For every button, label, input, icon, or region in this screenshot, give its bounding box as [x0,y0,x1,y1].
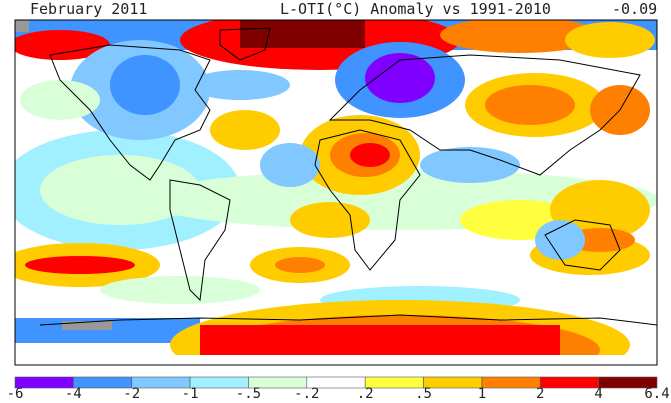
legend-label: .5 [415,386,432,402]
legend-label: 1 [477,386,487,402]
legend-label: 2 [536,386,545,402]
legend-label: .2 [356,386,374,402]
map-frame [14,19,658,366]
legend-label: -.5 [235,386,262,402]
map-date: February 2011 [30,0,148,18]
legend-swatch [539,376,599,389]
color-legend [14,376,658,389]
legend-label: 6.4 [644,386,670,402]
global-mean-anomaly: -0.09 [612,0,658,18]
legend-label: -6 [6,386,24,402]
legend-label: -4 [64,386,82,402]
legend-swatch [598,376,658,389]
legend-swatch [423,376,483,389]
legend-label: 4 [594,386,603,402]
coastlines [39,27,657,326]
map-title: L-OTI(°C) Anomaly vs 1991-2010 [280,0,551,18]
anomaly-field [15,20,657,365]
legend-label: -.2 [294,386,320,402]
legend-swatch [481,376,541,389]
legend-label: -2 [123,386,141,402]
legend-label: -1 [181,386,199,402]
